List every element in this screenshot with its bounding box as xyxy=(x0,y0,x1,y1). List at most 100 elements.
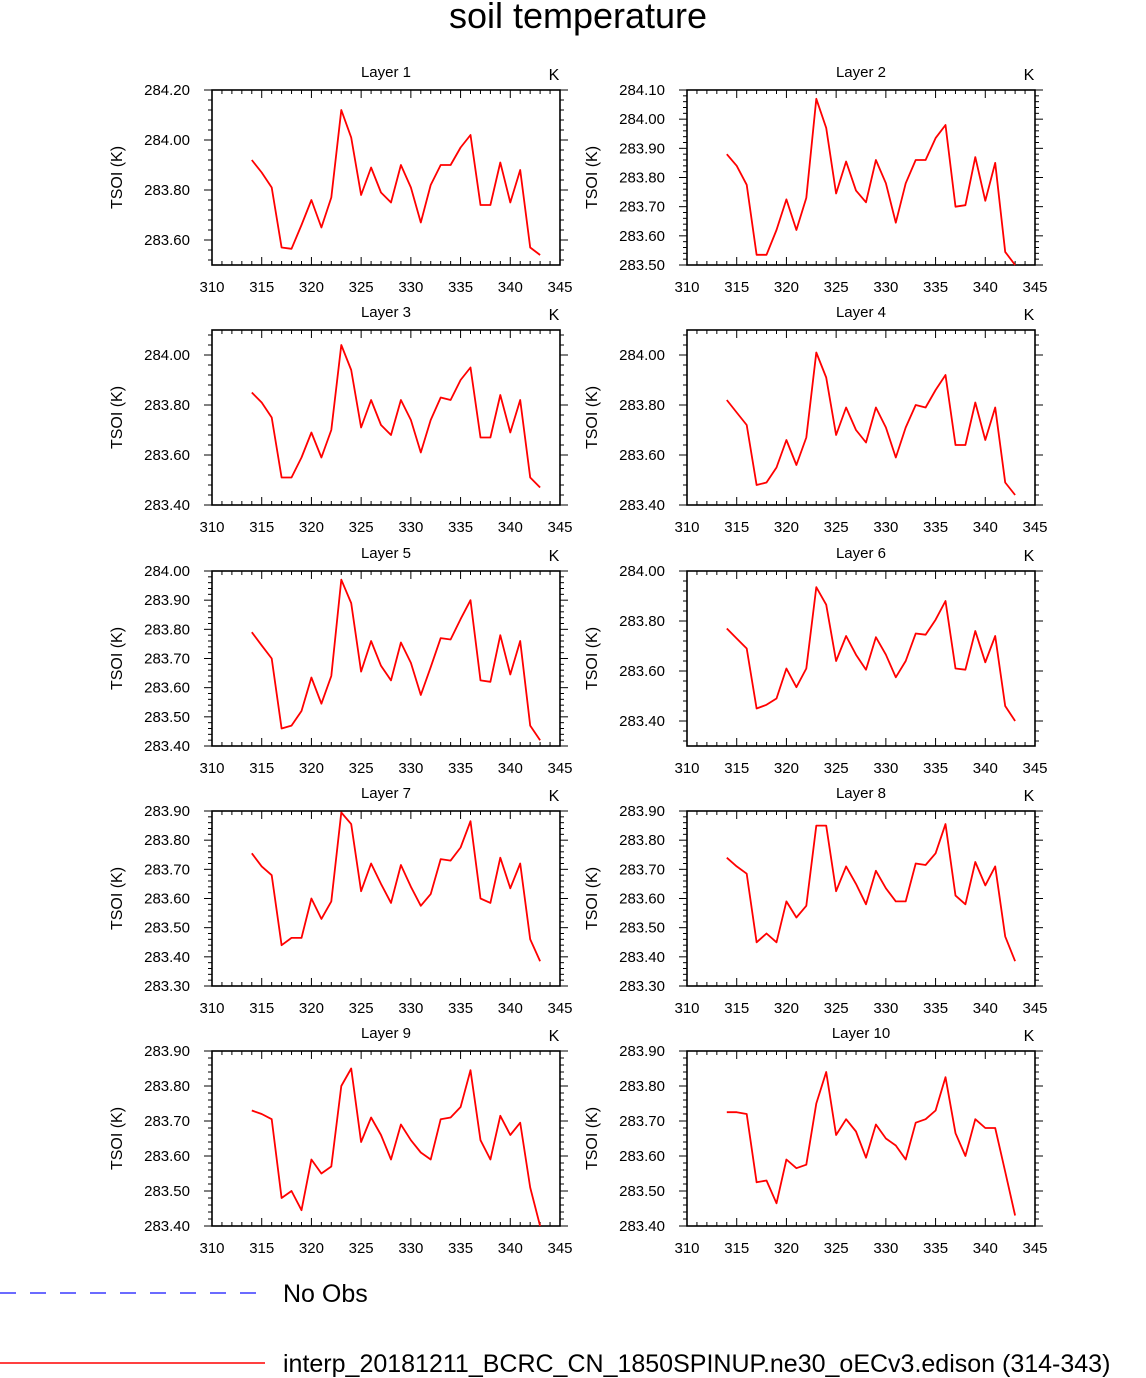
x-tick-label: 345 xyxy=(547,1000,572,1017)
y-tick-label: 283.90 xyxy=(144,592,190,609)
y-axis-label: TSOI (K) xyxy=(584,386,601,449)
y-tick-label: 283.70 xyxy=(619,861,665,878)
x-tick-label: 320 xyxy=(299,1240,324,1257)
y-tick-label: 283.80 xyxy=(144,1078,190,1095)
y-tick-label: 283.30 xyxy=(144,978,190,995)
y-tick-label: 283.40 xyxy=(619,497,665,514)
panel-title: Layer 6 xyxy=(836,545,886,562)
x-tick-label: 315 xyxy=(724,279,749,296)
y-tick-label: 284.00 xyxy=(619,347,665,364)
chart-panel-2: 310 315 320 325 330 335 340 345 283.50 283.60 283.… xyxy=(584,64,1048,296)
series-line xyxy=(251,578,541,741)
x-tick-label: 310 xyxy=(199,279,224,296)
panel-title: Layer 3 xyxy=(361,304,411,321)
x-tick-label: 340 xyxy=(498,279,523,296)
x-tick-label: 320 xyxy=(299,1000,324,1017)
plot-frame xyxy=(211,1050,561,1227)
x-tick-label: 340 xyxy=(973,279,998,296)
x-tick-label: 325 xyxy=(824,760,849,777)
plot-frame xyxy=(211,810,561,987)
y-tick-label: 283.70 xyxy=(144,651,190,668)
x-tick-label: 340 xyxy=(973,1240,998,1257)
y-tick-label: 283.30 xyxy=(619,978,665,995)
x-tick-label: 340 xyxy=(973,760,998,777)
x-tick-label: 310 xyxy=(674,760,699,777)
y-tick-label: 284.00 xyxy=(144,347,190,364)
panel-unit-label: K xyxy=(1024,1028,1035,1045)
x-ticks xyxy=(686,330,1036,505)
y-tick-label: 284.00 xyxy=(144,132,190,149)
y-tick-label: 283.50 xyxy=(144,709,190,726)
series-line xyxy=(251,811,541,962)
x-ticks xyxy=(686,571,1036,746)
x-tick-label: 335 xyxy=(923,519,948,536)
panel-unit-label: K xyxy=(1024,548,1035,565)
legend-model-label: interp_20181211_BCRC_CN_1850SPINUP.ne30_… xyxy=(283,1350,1110,1378)
x-tick-label: 320 xyxy=(299,279,324,296)
x-tick-label: 335 xyxy=(923,1240,948,1257)
plot-frame xyxy=(686,1050,1036,1227)
y-ticks xyxy=(204,810,568,987)
y-tick-label: 283.40 xyxy=(619,949,665,966)
x-tick-label: 330 xyxy=(873,1000,898,1017)
panel-title: Layer 9 xyxy=(361,1025,411,1042)
x-tick-label: 310 xyxy=(199,519,224,536)
x-tick-label: 315 xyxy=(249,279,274,296)
panel-unit-label: K xyxy=(549,548,560,565)
y-ticks xyxy=(204,570,568,747)
chart-panel-10: 310 315 320 325 330 335 340 345 283.40 283.50 283.… xyxy=(584,1025,1048,1257)
x-tick-label: 345 xyxy=(1022,760,1047,777)
y-axis-label: TSOI (K) xyxy=(109,146,126,209)
y-axis-label: TSOI (K) xyxy=(584,627,601,690)
y-tick-label: 283.70 xyxy=(144,861,190,878)
chart-panel-6: 310 315 320 325 330 335 340 345 283.40 283.60 283.… xyxy=(584,545,1048,777)
x-tick-label: 345 xyxy=(547,279,572,296)
x-tick-label: 320 xyxy=(774,519,799,536)
x-tick-label: 310 xyxy=(674,1240,699,1257)
y-tick-label: 283.80 xyxy=(144,182,190,199)
y-tick-label: 283.80 xyxy=(144,397,190,414)
y-tick-label: 283.40 xyxy=(619,1218,665,1235)
y-ticks xyxy=(679,1050,1043,1227)
x-tick-label: 340 xyxy=(498,760,523,777)
y-axis-label: TSOI (K) xyxy=(109,386,126,449)
y-tick-label: 283.60 xyxy=(144,1148,190,1165)
y-tick-label: 284.00 xyxy=(619,111,665,128)
panel-title: Layer 1 xyxy=(361,64,411,81)
y-tick-label: 283.70 xyxy=(619,1113,665,1130)
x-tick-label: 320 xyxy=(774,1000,799,1017)
y-ticks xyxy=(204,1050,568,1227)
x-tick-label: 310 xyxy=(674,279,699,296)
x-tick-label: 315 xyxy=(249,519,274,536)
series-line xyxy=(726,823,1016,962)
y-tick-label: 283.70 xyxy=(619,199,665,216)
y-tick-label: 283.60 xyxy=(619,228,665,245)
plot-frame xyxy=(686,329,1036,506)
y-tick-label: 283.90 xyxy=(619,1043,665,1060)
y-tick-label: 283.40 xyxy=(619,713,665,730)
x-tick-label: 330 xyxy=(873,519,898,536)
x-tick-label: 315 xyxy=(249,1000,274,1017)
x-tick-label: 345 xyxy=(1022,1240,1047,1257)
x-tick-label: 345 xyxy=(547,760,572,777)
y-axis-label: TSOI (K) xyxy=(109,867,126,930)
chart-panel-9: 310 315 320 325 330 335 340 345 283.40 283.50 283.… xyxy=(109,1025,573,1257)
y-tick-label: 283.80 xyxy=(619,397,665,414)
y-ticks xyxy=(679,810,1043,987)
x-ticks xyxy=(211,90,561,265)
x-ticks xyxy=(211,811,561,986)
panel-unit-label: K xyxy=(549,1028,560,1045)
y-ticks xyxy=(204,334,568,506)
chart-panel-5: 310 315 320 325 330 335 340 345 283.40 283.50 283.… xyxy=(109,545,573,777)
x-tick-label: 320 xyxy=(774,1240,799,1257)
x-ticks xyxy=(211,1051,561,1226)
x-tick-label: 335 xyxy=(448,519,473,536)
y-axis-label: TSOI (K) xyxy=(584,1107,601,1170)
panel-unit-label: K xyxy=(549,307,560,324)
y-tick-label: 283.70 xyxy=(144,1113,190,1130)
x-tick-label: 330 xyxy=(873,1240,898,1257)
x-ticks xyxy=(686,811,1036,986)
x-tick-label: 340 xyxy=(973,1000,998,1017)
x-tick-label: 335 xyxy=(923,279,948,296)
series-line xyxy=(251,109,541,256)
